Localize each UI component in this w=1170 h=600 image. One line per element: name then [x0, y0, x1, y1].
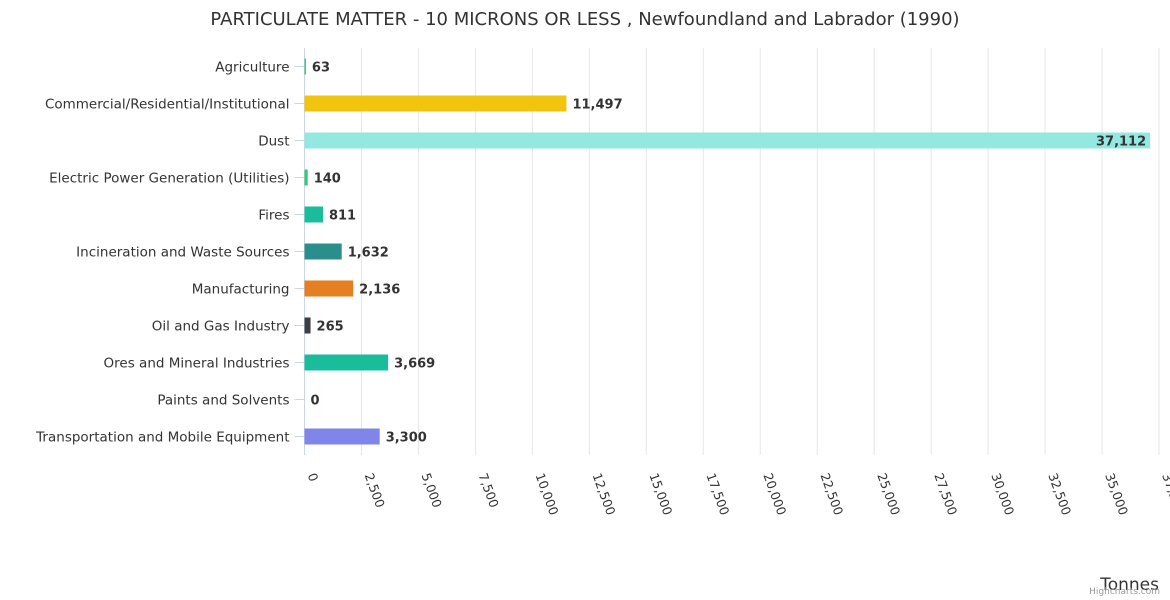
bar[interactable]: [304, 169, 308, 186]
bar[interactable]: [304, 354, 389, 371]
x-tick-label: 25,000: [874, 471, 903, 517]
category-label: Ores and Mineral Industries: [104, 356, 290, 372]
data-label: 265: [317, 320, 344, 335]
bar[interactable]: [304, 243, 342, 260]
bar[interactable]: [304, 428, 380, 445]
credits-link[interactable]: Highcharts.com: [1089, 587, 1160, 597]
x-tick-label: 7,500: [476, 471, 502, 510]
category-label: Fires: [258, 208, 289, 224]
x-tick-label: 35,000: [1102, 471, 1131, 517]
x-tick-label: 12,500: [590, 471, 619, 517]
data-label: 1,632: [348, 246, 389, 261]
bar[interactable]: [304, 280, 354, 297]
x-tick-label: 32,500: [1045, 471, 1074, 517]
x-tick-label: 5,000: [419, 471, 445, 510]
bar[interactable]: [304, 317, 311, 334]
category-label: Electric Power Generation (Utilities): [49, 171, 289, 187]
category-label: Commercial/Residential/Institutional: [45, 97, 290, 113]
x-axis: 0 2,500 5,000 7,500 10,000 12,500 15,000 17,500…: [305, 471, 1170, 517]
x-tick-label: 10,000: [533, 471, 562, 517]
y-axis: Agriculture Commercial/Residential/Instit…: [35, 48, 305, 455]
data-label: 140: [314, 172, 341, 187]
category-label: Transportation and Mobile Equipment: [35, 430, 289, 446]
x-tick-label: 30,000: [988, 471, 1017, 517]
data-label: 11,497: [572, 98, 622, 113]
data-label: 0: [311, 394, 320, 409]
data-label: 3,669: [394, 357, 435, 372]
data-label: 3,300: [386, 431, 427, 446]
x-tick-label: 0: [305, 471, 322, 484]
data-label: 811: [329, 209, 356, 224]
x-tick-label: 22,500: [817, 471, 846, 517]
bar[interactable]: [304, 132, 1151, 149]
bars: 63 11,497 37,112 140 811 1,632 2,136 265 3,669 0 3…: [304, 58, 1151, 446]
bar[interactable]: [304, 206, 323, 223]
x-tick-label: 2,500: [362, 471, 388, 510]
data-label: 63: [312, 61, 330, 76]
category-label: Agriculture: [215, 60, 289, 76]
category-label: Incineration and Waste Sources: [76, 245, 289, 261]
chart-title: PARTICULATE MATTER - 10 MICRONS OR LESS …: [210, 9, 959, 30]
x-tick-label: 37,500: [1159, 471, 1170, 517]
bar[interactable]: [304, 58, 306, 75]
data-label: 2,136: [359, 283, 400, 298]
x-tick-label: 27,500: [931, 471, 960, 517]
x-tick-label: 17,500: [703, 471, 732, 517]
bar[interactable]: [304, 95, 567, 112]
x-axis-title: Tonnes: [1099, 575, 1159, 595]
category-label: Manufacturing: [192, 282, 290, 298]
category-label: Paints and Solvents: [157, 393, 289, 409]
x-tick-label: 15,000: [646, 471, 675, 517]
category-label: Oil and Gas Industry: [152, 319, 290, 335]
data-label: 37,112: [1096, 135, 1146, 150]
x-tick-label: 20,000: [760, 471, 789, 517]
gridlines: [360, 48, 1160, 455]
category-label: Dust: [258, 134, 289, 150]
